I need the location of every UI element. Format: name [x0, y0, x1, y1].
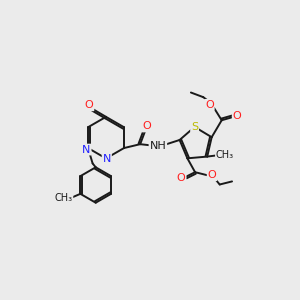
Text: S: S	[191, 122, 198, 132]
Text: CH₃: CH₃	[216, 150, 234, 160]
Text: N: N	[103, 154, 111, 164]
Text: N: N	[82, 145, 91, 154]
Text: O: O	[233, 111, 242, 122]
Text: O: O	[208, 170, 216, 180]
Text: O: O	[85, 100, 93, 110]
Text: CH₃: CH₃	[54, 194, 73, 203]
Text: O: O	[142, 122, 151, 131]
Text: O: O	[205, 100, 214, 110]
Text: O: O	[177, 173, 186, 183]
Text: NH: NH	[149, 142, 166, 152]
